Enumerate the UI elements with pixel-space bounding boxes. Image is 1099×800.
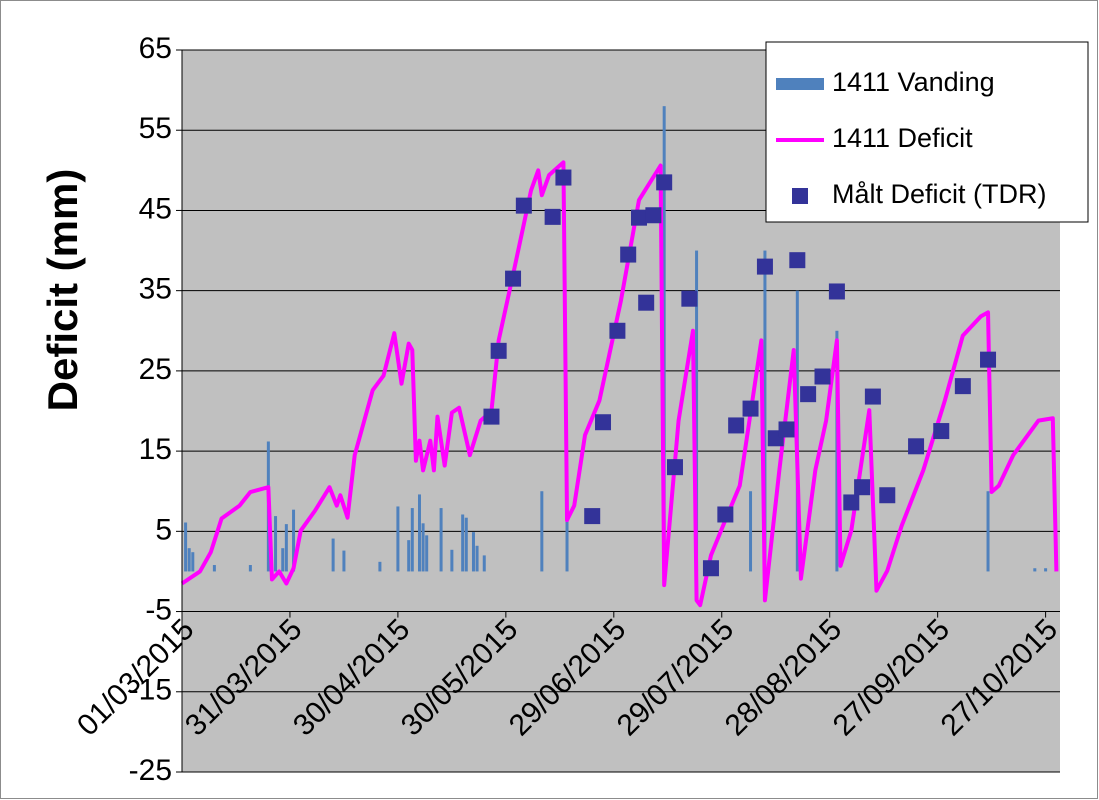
y-tick-label: 25	[139, 353, 172, 386]
scatter-point	[584, 508, 601, 525]
bar	[986, 491, 990, 572]
bar	[378, 561, 382, 572]
scatter-point	[933, 423, 950, 440]
legend-box	[765, 41, 1089, 223]
bar	[1044, 568, 1048, 572]
y-tick-label: 5	[155, 513, 172, 546]
scatter-point	[879, 487, 896, 504]
bar	[417, 494, 421, 572]
bar	[450, 549, 454, 572]
scatter-point	[656, 174, 673, 191]
scatter-point	[483, 408, 500, 425]
bar	[331, 538, 335, 572]
bar	[439, 508, 443, 572]
scatter-point	[814, 368, 831, 385]
bar	[292, 509, 296, 572]
bar	[396, 506, 400, 572]
scatter-point	[544, 208, 561, 225]
bar	[475, 545, 479, 572]
scatter-point	[638, 294, 655, 311]
scatter-point	[728, 417, 745, 434]
y-axis-title: Deficit (mm)	[39, 169, 86, 412]
bar	[281, 548, 285, 572]
bar	[407, 540, 411, 572]
bar	[482, 555, 486, 572]
scatter-point	[505, 270, 522, 287]
bar	[248, 565, 252, 572]
bar	[695, 250, 699, 572]
scatter-point	[789, 252, 806, 269]
marks	[180, 106, 1059, 608]
bar	[421, 523, 425, 572]
scatter-point	[630, 209, 647, 226]
y-tick-label: 45	[139, 192, 172, 225]
scatter-point	[908, 438, 925, 455]
y-tick-label: -5	[145, 593, 172, 626]
scatter-point	[778, 421, 795, 438]
scatter-point	[490, 342, 507, 359]
scatter-point	[864, 388, 881, 405]
scatter-point	[681, 290, 698, 307]
bar	[763, 250, 767, 572]
y-tick-label: 35	[139, 273, 172, 306]
bar	[284, 524, 288, 572]
bar	[471, 532, 475, 572]
scatter-point	[854, 479, 871, 496]
legend-label: 1411 Deficit	[832, 123, 973, 153]
scatter-point	[702, 560, 719, 577]
y-tick-label: -25	[129, 754, 172, 787]
scatter-point	[595, 414, 612, 431]
scatter-point	[756, 258, 773, 275]
scatter-point	[717, 506, 734, 523]
bar	[565, 491, 569, 572]
legend-label: 1411 Vanding	[832, 67, 995, 97]
bar	[274, 516, 278, 572]
bar	[212, 565, 216, 572]
scatter-point	[843, 494, 860, 511]
bar	[540, 491, 544, 572]
y-tick-label: 65	[139, 32, 172, 65]
bar	[191, 552, 195, 572]
scatter-point	[555, 169, 572, 186]
legend-swatch	[776, 78, 824, 90]
bar	[662, 106, 666, 572]
y-tick-label: 55	[139, 112, 172, 145]
bar	[342, 550, 346, 572]
line	[180, 160, 1059, 608]
scatter-point	[954, 378, 971, 395]
bar	[464, 517, 468, 572]
bar	[425, 535, 429, 572]
scatter-point	[980, 351, 997, 368]
scatter-point	[620, 246, 637, 263]
legend-label: Målt Deficit (TDR)	[832, 179, 1047, 209]
bar	[410, 508, 414, 572]
bar	[749, 491, 753, 572]
scatter-point	[645, 207, 662, 224]
bar	[184, 522, 188, 572]
scatter-point	[515, 197, 532, 214]
scatter-point	[609, 322, 626, 339]
scatter-point	[828, 283, 845, 300]
bar	[461, 514, 465, 572]
y-tick-label: -15	[129, 674, 172, 707]
legend: 1411 Vanding 1411 Deficit Målt Deficit (TD…	[765, 41, 1089, 223]
bar	[187, 548, 191, 572]
scatter-point	[666, 459, 683, 476]
y-tick-label: 15	[139, 433, 172, 466]
scatter-point	[800, 386, 817, 403]
bar	[1033, 568, 1037, 572]
scatter-point	[742, 400, 759, 417]
legend-swatch	[792, 188, 808, 204]
